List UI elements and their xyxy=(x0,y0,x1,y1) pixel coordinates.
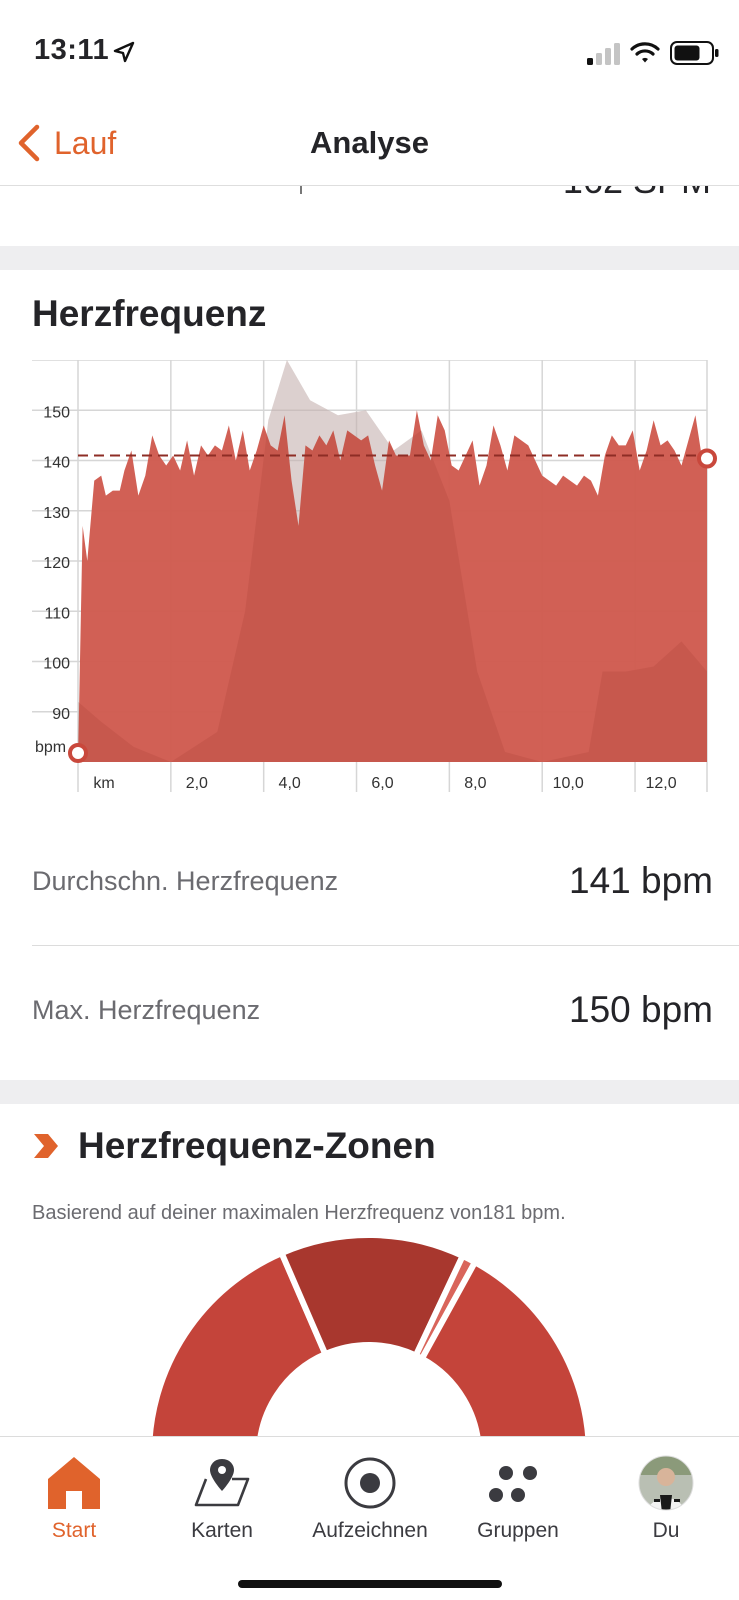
end-marker xyxy=(697,448,717,469)
heart-rate-area xyxy=(78,410,707,762)
tab-label: Aufzeichnen xyxy=(312,1519,428,1542)
cadence-value: 162 SPM xyxy=(563,186,711,202)
x-tick-label: 6,0 xyxy=(371,775,393,792)
max-heart-rate-row: Max. Herzfrequenz 150 bpm xyxy=(32,946,713,1074)
chevron-badge-icon xyxy=(34,1134,58,1158)
back-button[interactable]: Lauf xyxy=(16,118,116,168)
x-tick-label: 2,0 xyxy=(186,775,208,792)
home-icon xyxy=(48,1457,100,1509)
map-icon xyxy=(194,1459,250,1507)
elevation-overlay xyxy=(78,360,707,762)
tab-label: Gruppen xyxy=(477,1519,559,1542)
y-tick-label: 140 xyxy=(43,455,70,472)
cellular-signal-icon xyxy=(587,43,620,65)
section-gap xyxy=(0,246,739,270)
x-tick-label: 4,0 xyxy=(279,775,301,792)
tab-label: Du xyxy=(652,1519,680,1542)
battery-icon xyxy=(670,41,719,65)
heart-rate-chart: 90 100 110 120 130 140 150 bpm km 2,0 4,0 6,0 8,0 10,… xyxy=(0,360,739,820)
location-arrow-icon xyxy=(113,41,135,63)
heart-rate-chart-svg: 90 100 110 120 130 140 150 bpm km 2,0 4,0 6,0 8,0 10,… xyxy=(32,360,717,792)
tab-karten[interactable]: Karten xyxy=(148,1445,296,1545)
tab-du[interactable]: Du xyxy=(592,1445,739,1545)
avatar xyxy=(638,1455,694,1511)
section-gap xyxy=(0,1080,739,1104)
tab-label: Start xyxy=(51,1519,97,1542)
cadence-row: 162 SPM xyxy=(0,186,739,246)
zones-donut-svg xyxy=(145,1232,593,1458)
start-marker xyxy=(68,743,88,763)
y-tick-label: 100 xyxy=(43,656,70,673)
x-tick-label: 8,0 xyxy=(464,775,486,792)
tab-gruppen[interactable]: Gruppen xyxy=(444,1445,592,1545)
home-indicator xyxy=(238,1580,502,1588)
row-separator xyxy=(300,186,302,194)
max-heart-rate-label: Max. Herzfrequenz xyxy=(32,994,261,1025)
zones-donut-chart xyxy=(0,1230,739,1458)
y-axis-label: bpm xyxy=(35,739,66,756)
tab-bar: Start Karten Aufzeichnen Gruppen xyxy=(0,1436,739,1600)
max-heart-rate-value: 150 bpm xyxy=(569,989,713,1030)
navigation-bar: Lauf Analyse xyxy=(0,100,739,186)
avg-heart-rate-row: Durchschn. Herzfrequenz 141 bpm xyxy=(32,817,713,945)
y-tick-label: 120 xyxy=(43,555,70,572)
record-icon xyxy=(344,1457,396,1509)
wifi-icon xyxy=(630,42,660,63)
zone-slice xyxy=(145,1249,330,1458)
groups-icon xyxy=(489,1466,537,1502)
avg-heart-rate-value: 141 bpm xyxy=(569,860,713,901)
y-tick-label: 90 xyxy=(52,706,70,723)
zones-subtitle: Basierend auf deiner maximalen Herzfrequ… xyxy=(32,1202,566,1224)
status-time: 13:11 xyxy=(34,34,110,66)
zones-title: Herzfrequenz-Zonen xyxy=(78,1125,436,1166)
tab-label: Karten xyxy=(191,1519,253,1542)
page-title: Analyse xyxy=(310,125,429,160)
divider xyxy=(32,945,739,946)
avg-heart-rate-label: Durchschn. Herzfrequenz xyxy=(32,865,339,896)
zone-slice xyxy=(277,1232,467,1360)
x-tick-label: 12,0 xyxy=(645,775,676,792)
zones-header: Herzfrequenz-Zonen xyxy=(32,1125,436,1167)
y-tick-label: 110 xyxy=(44,605,70,622)
y-tick-label: 130 xyxy=(43,505,70,522)
tab-start[interactable]: Start xyxy=(0,1445,148,1545)
y-tick-label: 150 xyxy=(43,404,70,421)
tab-aufzeichnen[interactable]: Aufzeichnen xyxy=(296,1445,444,1545)
back-label: Lauf xyxy=(54,124,117,161)
x-tick-label: 10,0 xyxy=(553,775,584,792)
chevron-left-icon xyxy=(18,124,40,162)
status-bar: 13:11 xyxy=(0,0,739,100)
x-tick-label: km xyxy=(93,775,114,792)
heart-rate-title: Herzfrequenz xyxy=(32,293,267,334)
